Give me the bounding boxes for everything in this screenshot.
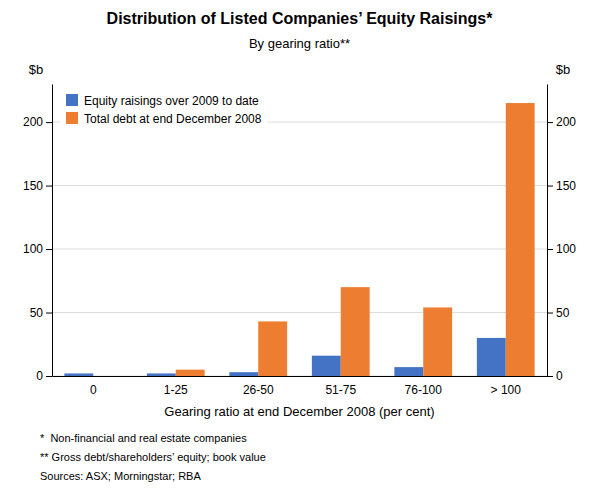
bar	[176, 370, 205, 376]
x-axis-label: Gearing ratio at end December 2008 (per …	[164, 404, 434, 419]
bar	[341, 287, 370, 376]
y2-axis-label: $b	[556, 62, 570, 77]
x-axis: 0 1-25 26-50 51-75 76-100 > 100	[53, 377, 548, 397]
bar	[506, 103, 535, 376]
tick-mark	[46, 313, 52, 314]
bar	[64, 373, 93, 376]
bar	[93, 376, 122, 377]
tick: 200	[547, 115, 576, 129]
tick: 100	[547, 242, 576, 256]
y-axis: 0 50 100 150 200	[23, 85, 53, 384]
tick: 1-25	[164, 383, 188, 397]
tick: 150	[23, 179, 52, 193]
legend-item: Total debt at end December 2008	[66, 112, 262, 126]
tick-label: 50	[30, 306, 44, 320]
tick-label: 200	[23, 115, 43, 129]
tick-mark	[547, 376, 553, 377]
bar	[312, 356, 341, 376]
tick-label: 1-25	[164, 383, 188, 397]
footnote: Sources: ASX; Morningstar; RBA	[40, 470, 201, 482]
footnote: * Non-financial and real estate companie…	[40, 432, 247, 444]
grid-line	[52, 249, 547, 250]
legend: Equity raisings over 2009 to date Total d…	[60, 88, 267, 132]
tick-label: 200	[556, 115, 576, 129]
grid-line	[52, 376, 547, 377]
bar	[147, 373, 176, 376]
tick: 50	[547, 306, 570, 320]
tick-label: > 100	[491, 383, 522, 397]
chart: Distribution of Listed Companies’ Equity…	[0, 0, 599, 504]
tick: 50	[30, 306, 52, 320]
grid	[52, 122, 547, 376]
tick: 0	[36, 369, 52, 383]
bar	[423, 307, 452, 376]
tick-mark	[547, 249, 553, 250]
bar-series	[176, 103, 535, 376]
bar	[477, 338, 506, 376]
tick: 0	[90, 383, 97, 397]
subtitle: By gearing ratio**	[249, 36, 350, 51]
tick-mark	[46, 249, 52, 250]
tick-label: 0	[556, 369, 563, 383]
tick-mark	[46, 186, 52, 187]
tick-label: 26-50	[243, 383, 274, 397]
bar	[229, 372, 258, 376]
tick-label: 51-75	[325, 383, 356, 397]
tick-label: 100	[556, 242, 576, 256]
tick: 0	[547, 369, 563, 383]
legend-swatch	[66, 94, 78, 106]
tick-mark	[46, 122, 52, 123]
tick: 51-75	[325, 383, 356, 397]
tick-mark	[46, 376, 52, 377]
title: Distribution of Listed Companies’ Equity…	[107, 10, 494, 27]
grid-line	[52, 312, 547, 313]
axis-line	[547, 85, 548, 377]
tick: 76-100	[405, 383, 443, 397]
plot: 0 1-25 26-50 51-75 76-100 > 100 0 50 100 150 200 0 5…	[23, 85, 576, 397]
tick-label: 150	[23, 179, 43, 193]
tick-label: 0	[36, 369, 43, 383]
tick-label: 50	[556, 306, 570, 320]
axis-line	[53, 376, 548, 377]
legend-item: Equity raisings over 2009 to date	[66, 94, 259, 108]
footnote: ** Gross debt/shareholders’ equity; book…	[40, 451, 266, 463]
bars	[64, 103, 534, 376]
tick: 100	[23, 242, 52, 256]
tick-label: 76-100	[405, 383, 443, 397]
tick-mark	[547, 122, 553, 123]
tick: 150	[547, 179, 576, 193]
tick: 26-50	[243, 383, 274, 397]
axis-line	[52, 85, 53, 377]
y-axis-label: $b	[29, 62, 43, 77]
legend-background	[60, 88, 267, 132]
grid-line	[52, 185, 547, 186]
legend-label: Equity raisings over 2009 to date	[84, 94, 259, 108]
tick-label: 0	[90, 383, 97, 397]
legend-label: Total debt at end December 2008	[84, 112, 262, 126]
tick-mark	[547, 313, 553, 314]
tick-label: 100	[23, 242, 43, 256]
bar	[258, 321, 287, 376]
legend-swatch	[66, 112, 78, 124]
tick-label: 150	[556, 179, 576, 193]
tick-mark	[547, 186, 553, 187]
tick: 200	[23, 115, 52, 129]
bar	[394, 367, 423, 376]
y2-axis: 0 50 100 150 200	[547, 85, 576, 384]
tick: > 100	[491, 383, 522, 397]
